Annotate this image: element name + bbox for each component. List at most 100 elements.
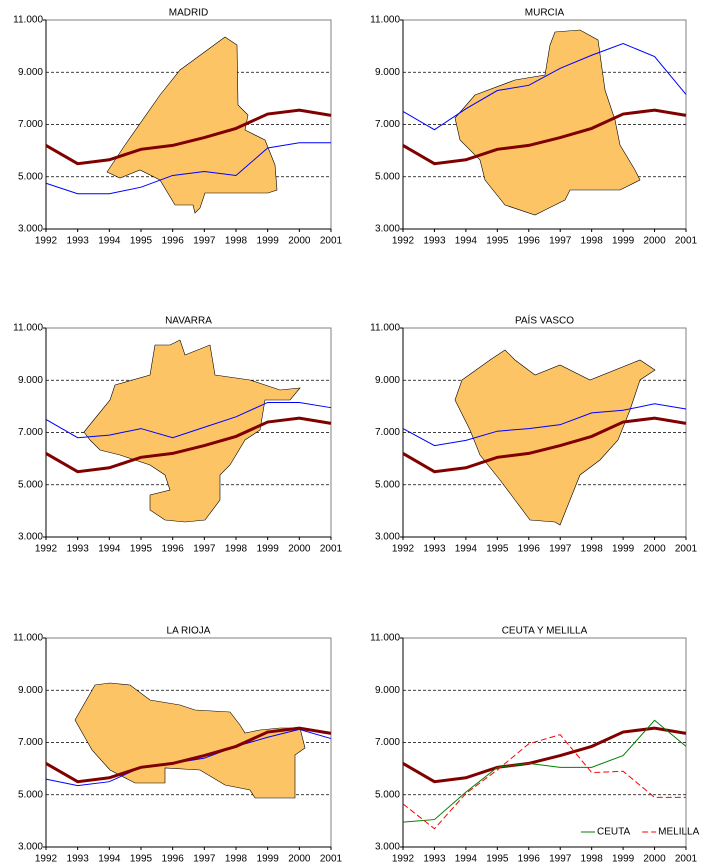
y-tick-label: 9.000 bbox=[18, 67, 43, 78]
x-tick-label: 1993 bbox=[423, 544, 446, 555]
x-tick-label: 1996 bbox=[162, 854, 185, 865]
chart-title: MADRID bbox=[169, 8, 208, 19]
y-tick-label: 3.000 bbox=[18, 532, 43, 543]
x-tick-label: 2000 bbox=[288, 544, 311, 555]
y-tick-label: 7.000 bbox=[18, 737, 43, 748]
y-tick-label: 5.000 bbox=[18, 789, 43, 800]
y-tick-label: 5.000 bbox=[18, 479, 43, 490]
x-tick-label: 1999 bbox=[612, 544, 635, 555]
region-shapes bbox=[74, 29, 656, 799]
x-tick-label: 1999 bbox=[612, 854, 635, 865]
x-tick-label: 1998 bbox=[581, 854, 604, 865]
x-tick-label: 2000 bbox=[288, 854, 311, 865]
x-tick-label: 1996 bbox=[518, 544, 541, 555]
y-tick-label: 5.000 bbox=[375, 171, 400, 182]
y-tick-label: 7.000 bbox=[375, 737, 400, 748]
x-tick-label: 2001 bbox=[675, 854, 698, 865]
x-tick-label: 2001 bbox=[320, 544, 343, 555]
region-shape bbox=[454, 349, 656, 526]
x-tick-label: 1997 bbox=[549, 544, 572, 555]
x-tick-label: 1996 bbox=[162, 544, 185, 555]
y-tick-label: 3.000 bbox=[18, 224, 43, 235]
series-line bbox=[45, 142, 331, 195]
x-tick-label: 1997 bbox=[193, 544, 216, 555]
y-tick-label: 7.000 bbox=[18, 427, 43, 438]
x-tick-label: 1995 bbox=[486, 544, 509, 555]
y-tick-label: 5.000 bbox=[18, 171, 43, 182]
x-tick-label: 2000 bbox=[643, 544, 666, 555]
x-tick-label: 2001 bbox=[675, 544, 698, 555]
series-line bbox=[45, 401, 332, 439]
y-tick-label: 9.000 bbox=[18, 375, 43, 386]
y-tick-label: 5.000 bbox=[375, 789, 400, 800]
x-tick-label: 1995 bbox=[486, 236, 509, 247]
x-tick-label: 1994 bbox=[455, 236, 478, 247]
x-tick-label: 1993 bbox=[423, 236, 446, 247]
chart-title: LA RIOJA bbox=[167, 626, 211, 637]
y-tick-label: 11.000 bbox=[370, 633, 400, 644]
series-line bbox=[402, 416, 687, 474]
series-line bbox=[45, 726, 332, 784]
x-tick-label: 1998 bbox=[581, 544, 604, 555]
y-tick-label: 3.000 bbox=[375, 532, 400, 543]
series-line bbox=[402, 726, 687, 784]
chart-title: MURCIA bbox=[525, 8, 565, 19]
series-line bbox=[402, 719, 687, 823]
x-tick-label: 1998 bbox=[581, 236, 604, 247]
x-tick-label: 2000 bbox=[643, 236, 666, 247]
x-tick-label: 1999 bbox=[257, 544, 280, 555]
series-line bbox=[402, 403, 687, 447]
y-tick-label: 7.000 bbox=[375, 427, 400, 438]
y-tick-label: 3.000 bbox=[375, 224, 400, 235]
x-tick-label: 2001 bbox=[320, 854, 343, 865]
x-tick-label: 1997 bbox=[193, 236, 216, 247]
x-tick-label: 1993 bbox=[67, 854, 90, 865]
x-tick-label: 1992 bbox=[392, 236, 415, 247]
x-tick-label: 1992 bbox=[35, 544, 58, 555]
x-tick-label: 1997 bbox=[193, 854, 216, 865]
x-tick-label: 1993 bbox=[67, 544, 90, 555]
legend-label: MELILLA bbox=[658, 827, 699, 838]
x-tick-label: 1997 bbox=[549, 854, 572, 865]
x-tick-label: 1994 bbox=[455, 544, 478, 555]
x-tick-label: 1997 bbox=[549, 236, 572, 247]
y-tick-label: 11.000 bbox=[370, 15, 400, 26]
x-tick-label: 1995 bbox=[130, 854, 153, 865]
y-tick-label: 11.000 bbox=[13, 633, 43, 644]
x-tick-label: 1994 bbox=[455, 854, 478, 865]
x-tick-label: 1993 bbox=[67, 236, 90, 247]
series-line bbox=[402, 42, 687, 131]
x-tick-label: 2001 bbox=[675, 236, 698, 247]
x-tick-label: 1996 bbox=[518, 236, 541, 247]
region-shape bbox=[106, 36, 278, 214]
x-tick-label: 1994 bbox=[98, 236, 121, 247]
y-tick-label: 11.000 bbox=[13, 323, 43, 334]
y-tick-label: 7.000 bbox=[18, 119, 43, 130]
y-tick-label: 9.000 bbox=[375, 375, 400, 386]
x-tick-label: 1992 bbox=[392, 544, 415, 555]
x-tick-label: 1995 bbox=[130, 544, 153, 555]
y-tick-label: 5.000 bbox=[375, 479, 400, 490]
x-tick-label: 1995 bbox=[130, 236, 153, 247]
chart-title: PAÍS VASCO bbox=[515, 314, 574, 327]
x-tick-label: 1999 bbox=[612, 236, 635, 247]
y-tick-label: 9.000 bbox=[375, 685, 400, 696]
x-tick-label: 1999 bbox=[257, 236, 280, 247]
y-tick-label: 3.000 bbox=[18, 842, 43, 853]
x-tick-label: 2000 bbox=[288, 236, 311, 247]
series-line bbox=[45, 108, 332, 166]
y-tick-label: 11.000 bbox=[370, 323, 400, 334]
x-tick-label: 1998 bbox=[225, 544, 248, 555]
x-tick-label: 1996 bbox=[518, 854, 541, 865]
x-tick-label: 2001 bbox=[320, 236, 343, 247]
x-tick-label: 1992 bbox=[392, 854, 415, 865]
x-tick-label: 1998 bbox=[225, 854, 248, 865]
x-tick-label: 1994 bbox=[98, 544, 121, 555]
x-tick-label: 1992 bbox=[35, 236, 58, 247]
series-line bbox=[45, 416, 332, 474]
y-tick-label: 9.000 bbox=[375, 67, 400, 78]
x-tick-label: 1999 bbox=[257, 854, 280, 865]
x-tick-label: 1998 bbox=[225, 236, 248, 247]
x-tick-label: 1992 bbox=[35, 854, 58, 865]
